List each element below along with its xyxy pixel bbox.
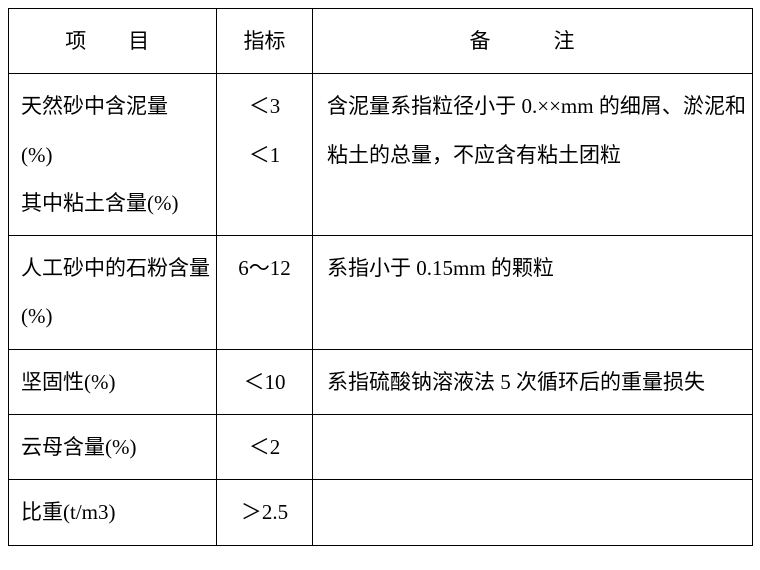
table-row: 人工砂中的石粉含量(%) 6～12 系指小于 0.15mm 的颗粒 [9,236,753,350]
table-header-row: 项 目 指标 备 注 [9,9,753,74]
item-cell: 云母含量(%) [9,415,217,480]
header-item: 项 目 [9,9,217,74]
indicator-cell: 6～12 [217,236,313,350]
item-cell: 比重(t/m3) [9,480,217,545]
item-text-line3: 其中粘土含量(%) [21,179,212,227]
spec-table: 项 目 指标 备 注 天然砂中含泥量 (%) 其中粘土含量(%) ＜3 ＜1 含… [8,8,753,546]
item-cell: 天然砂中含泥量 (%) 其中粘土含量(%) [9,74,217,236]
header-indicator: 指标 [217,9,313,74]
note-cell [313,480,753,545]
header-note: 备 注 [313,9,753,74]
table-row: 云母含量(%) ＜2 [9,415,753,480]
indicator-cell: ＜2 [217,415,313,480]
item-cell: 人工砂中的石粉含量(%) [9,236,217,350]
indicator-cell: ＜10 [217,349,313,414]
note-cell: 系指小于 0.15mm 的颗粒 [313,236,753,350]
table-row: 坚固性(%) ＜10 系指硫酸钠溶液法 5 次循环后的重量损失 [9,349,753,414]
item-text-line2: (%) [21,131,212,179]
table-row: 天然砂中含泥量 (%) 其中粘土含量(%) ＜3 ＜1 含泥量系指粒径小于 0.… [9,74,753,236]
note-cell: 系指硫酸钠溶液法 5 次循环后的重量损失 [313,349,753,414]
indicator-cell: ＜3 ＜1 [217,74,313,236]
item-cell: 坚固性(%) [9,349,217,414]
note-cell [313,415,753,480]
indicator-text-line2: ＜1 [221,131,308,179]
indicator-cell: ＞2.5 [217,480,313,545]
indicator-text-line1: ＜3 [221,82,308,130]
item-text-line1: 天然砂中含泥量 [21,82,212,130]
table-row: 比重(t/m3) ＞2.5 [9,480,753,545]
note-cell: 含泥量系指粒径小于 0.××mm 的细屑、淤泥和粘土的总量，不应含有粘土团粒 [313,74,753,236]
